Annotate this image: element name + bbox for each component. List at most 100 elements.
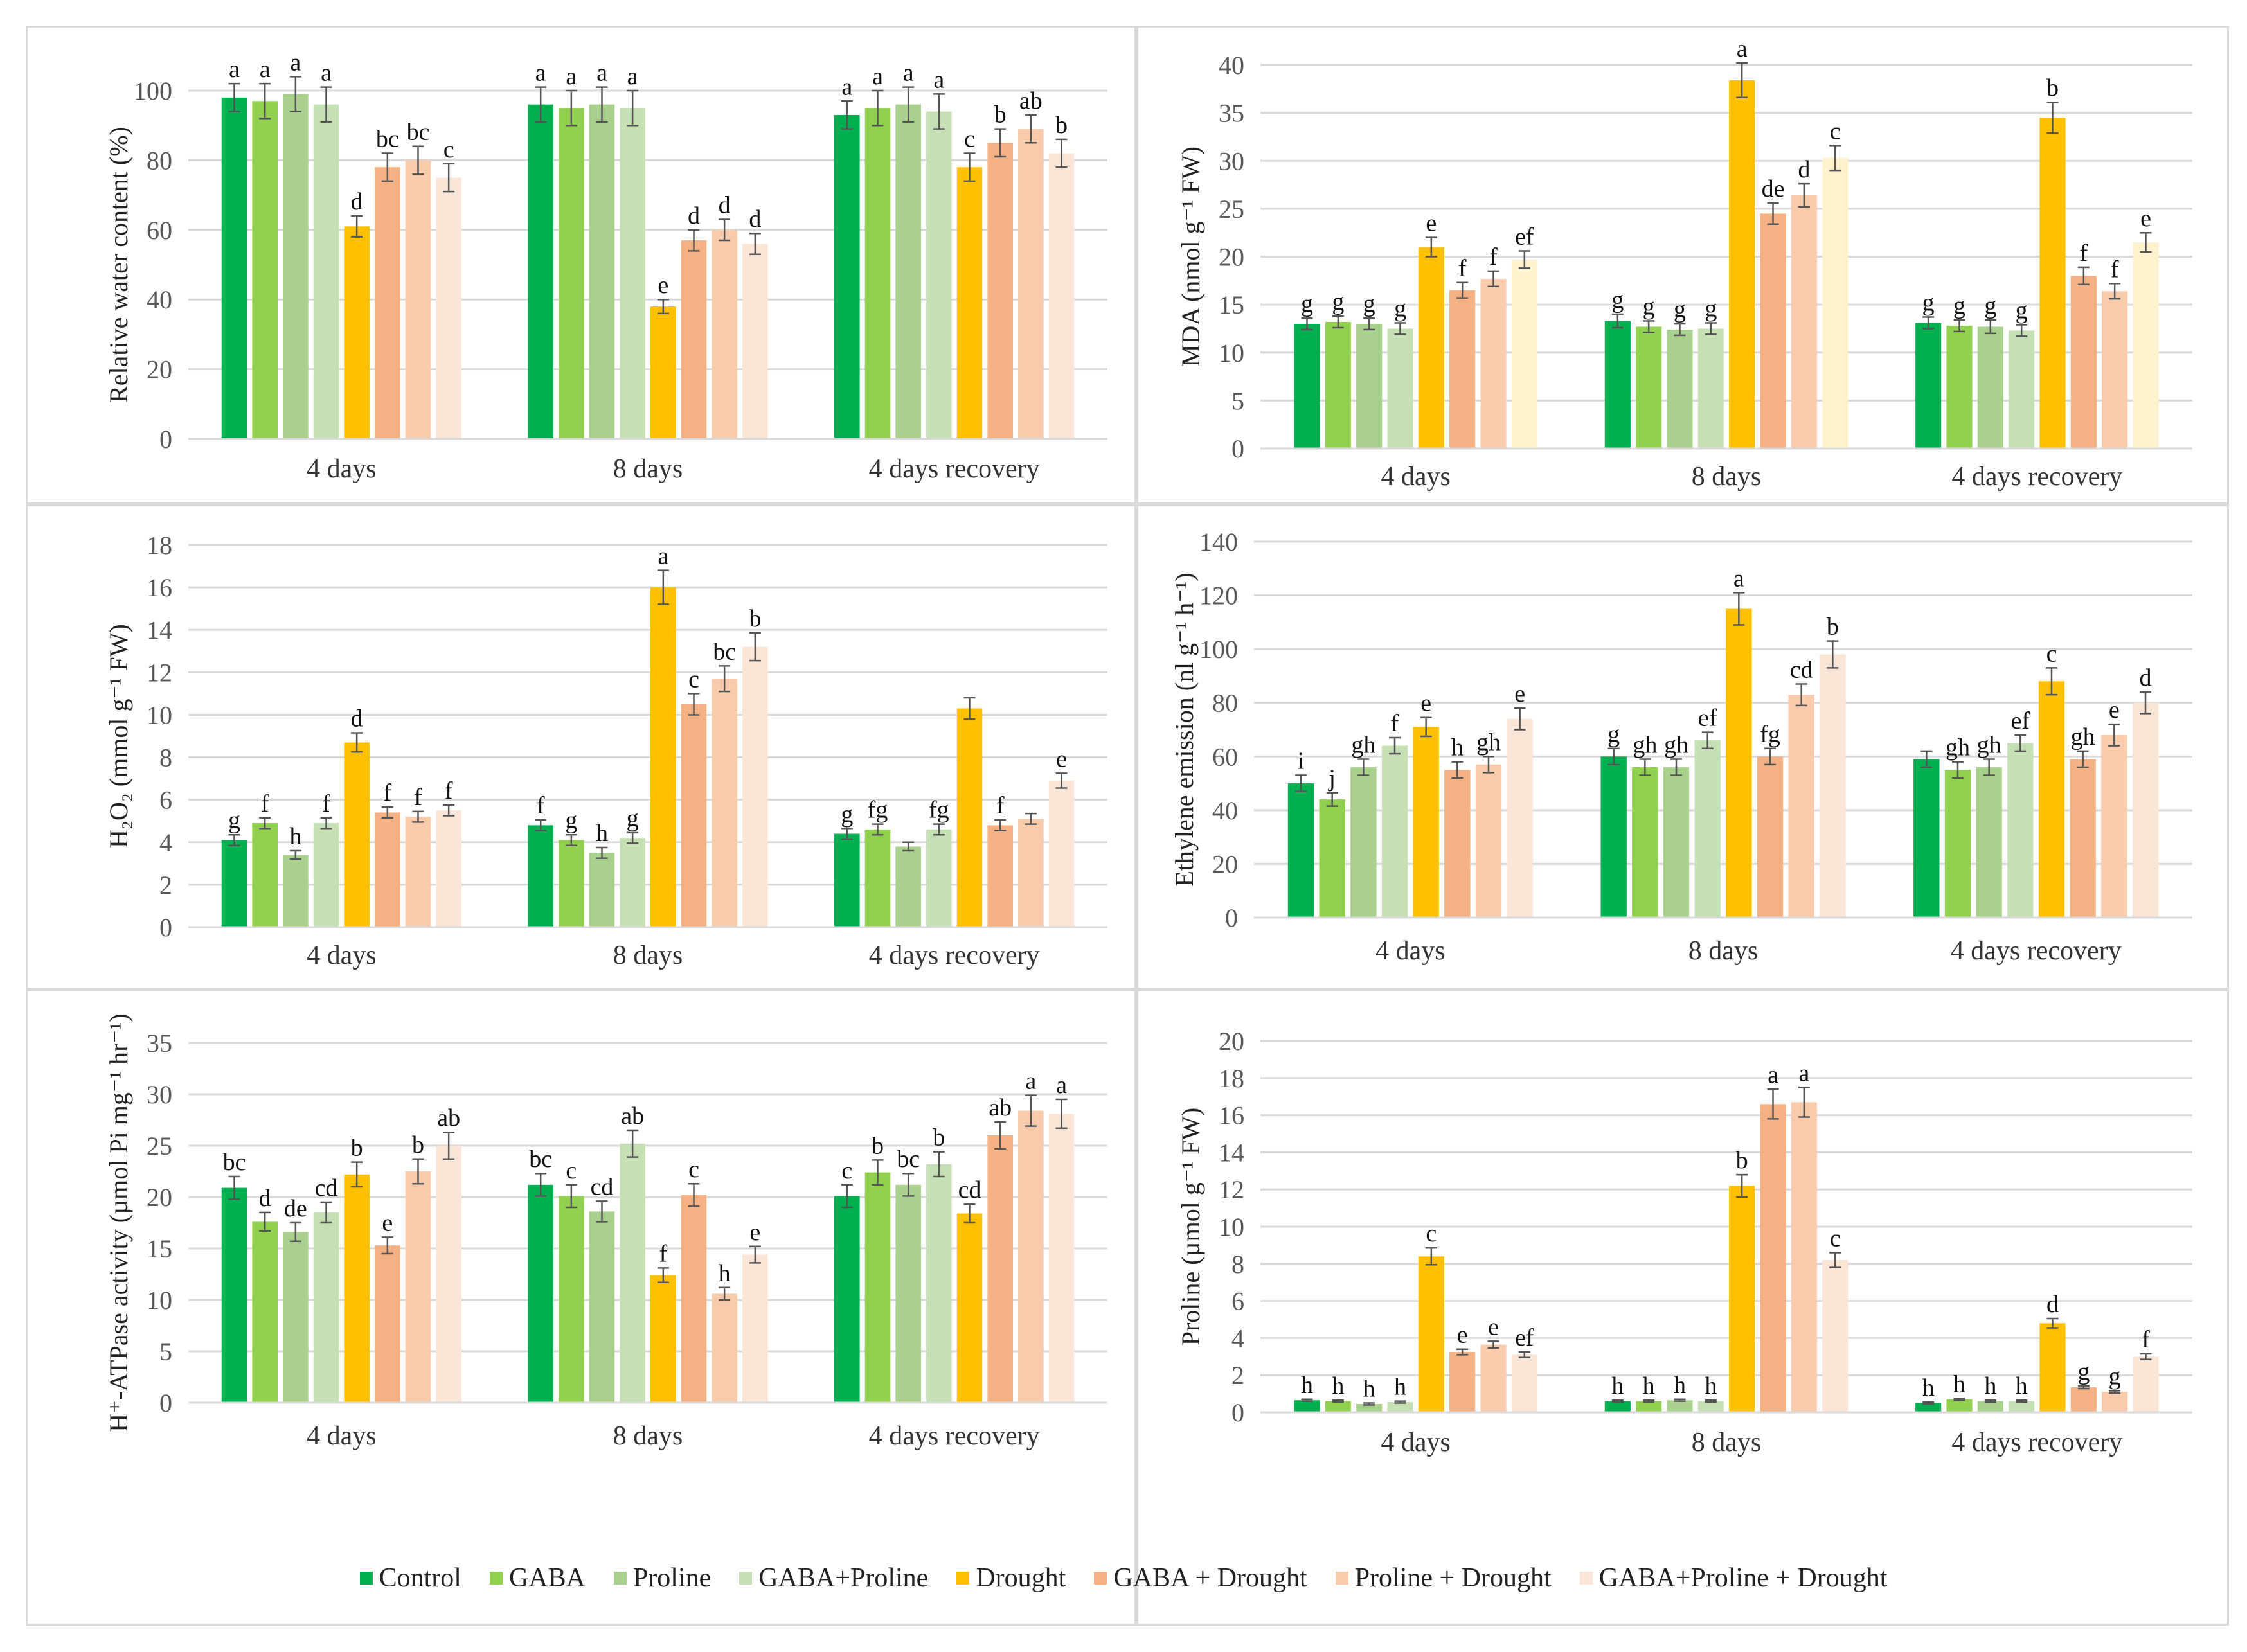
significance-letter: e	[1426, 210, 1437, 237]
legend-label: GABA+Proline + Drought	[1598, 1563, 1888, 1593]
bar	[221, 1187, 247, 1403]
legend-swatch	[359, 1572, 373, 1585]
bar	[2039, 1323, 2066, 1412]
bar	[2009, 330, 2035, 449]
significance-letter: d	[351, 188, 363, 215]
bar	[1915, 1403, 1942, 1412]
y-tick-label: 10	[1219, 339, 1244, 368]
y-tick-label: 40	[147, 285, 172, 314]
bar	[956, 1213, 983, 1403]
bar	[313, 1212, 339, 1403]
bar	[895, 1184, 921, 1403]
bar	[1511, 1354, 1537, 1412]
bar	[1729, 1186, 1755, 1412]
significance-letter: h	[1451, 734, 1464, 761]
bar	[313, 104, 339, 439]
significance-letter: gh	[2071, 724, 2095, 751]
significance-letter: h	[1332, 1372, 1344, 1399]
bar	[1944, 770, 1971, 918]
significance-letter: a	[1798, 1060, 1809, 1087]
significance-letter: g	[1922, 290, 1935, 317]
significance-letter: bc	[529, 1146, 552, 1173]
significance-letter: a	[1768, 1061, 1778, 1088]
bar	[2038, 681, 2065, 918]
bar	[1636, 1401, 1662, 1412]
y-tick-label: 6	[1231, 1287, 1244, 1316]
legend-swatch	[613, 1572, 627, 1585]
significance-letter: ab	[1019, 87, 1043, 114]
bar	[987, 143, 1013, 440]
y-tick-label: 30	[1219, 147, 1244, 175]
significance-letter: bc	[407, 119, 430, 146]
significance-letter: g	[1705, 295, 1717, 322]
bar	[1319, 799, 1345, 918]
significance-letter: a	[535, 60, 546, 87]
y-tick-label: 0	[1231, 434, 1244, 463]
y-tick-label: 14	[1219, 1138, 1244, 1167]
y-tick-label: 2	[1231, 1361, 1244, 1390]
significance-letter: e	[1457, 1322, 1468, 1349]
significance-letter: a	[566, 63, 577, 90]
significance-letter: a	[1056, 1072, 1067, 1099]
significance-letter: g	[1301, 290, 1313, 317]
significance-letter: g	[228, 807, 240, 834]
y-tick-label: 20	[147, 1183, 172, 1212]
bar	[1913, 759, 1940, 918]
bar	[221, 840, 247, 927]
y-tick-label: 25	[1219, 195, 1244, 224]
significance-letter: b	[1055, 112, 1068, 139]
bar	[2132, 702, 2159, 918]
significance-letter: h	[1922, 1374, 1935, 1401]
significance-letter: b	[412, 1132, 424, 1159]
bar	[987, 825, 1013, 927]
significance-letter: ef	[2011, 707, 2030, 734]
bar	[1667, 1400, 1693, 1412]
bar	[1287, 783, 1314, 918]
bar	[405, 1171, 431, 1403]
y-axis-label: Relative water content (%)	[104, 127, 133, 403]
significance-letter: f	[996, 792, 1005, 819]
category-label: 4 days	[307, 1421, 377, 1451]
bar	[405, 817, 431, 927]
bar	[344, 742, 370, 927]
category-label: 4 days	[307, 941, 377, 970]
bar	[1381, 745, 1408, 918]
y-tick-label: 20	[1219, 243, 1244, 272]
y-tick-label: 16	[1219, 1101, 1244, 1130]
y-tick-label: 8	[159, 743, 172, 772]
bar	[2070, 759, 2096, 918]
significance-letter: c	[688, 1156, 699, 1183]
bar	[1946, 325, 1973, 449]
legend-swatch	[956, 1572, 970, 1585]
significance-letter: d	[688, 202, 700, 229]
significance-letter: bc	[376, 126, 399, 153]
legend-item: Proline + Drought	[1335, 1563, 1552, 1594]
significance-letter: b	[994, 102, 1007, 129]
significance-letter: c	[688, 666, 699, 693]
significance-letter: f	[414, 784, 422, 811]
significance-letter: b	[1736, 1147, 1748, 1174]
bar	[252, 823, 278, 927]
bar	[2070, 276, 2097, 449]
legend: Control GABA Proline GABA+Proline Drought GAB…	[0, 1563, 2247, 1594]
significance-letter: a	[658, 543, 668, 570]
significance-letter: gh	[1946, 734, 1970, 761]
bar	[1350, 767, 1377, 918]
category-label: 4 days recovery	[1951, 1428, 2122, 1457]
significance-letter: g	[2077, 1358, 2090, 1385]
bar	[834, 1196, 860, 1403]
significance-letter: g	[1611, 287, 1624, 314]
significance-letter: d	[2046, 1291, 2059, 1318]
significance-letter: g	[1953, 292, 1965, 319]
significance-letter: g	[2016, 297, 2028, 324]
bar	[1760, 1104, 1786, 1412]
significance-letter: gh	[1633, 731, 1657, 758]
bar	[864, 829, 891, 927]
significance-letter: e	[382, 1209, 393, 1236]
significance-letter: h	[1953, 1371, 1965, 1398]
significance-letter: a	[1025, 1068, 1036, 1095]
bar	[1636, 326, 1662, 449]
legend-label: GABA + Drought	[1113, 1563, 1307, 1593]
bar	[1760, 213, 1786, 449]
bar	[1048, 153, 1075, 439]
